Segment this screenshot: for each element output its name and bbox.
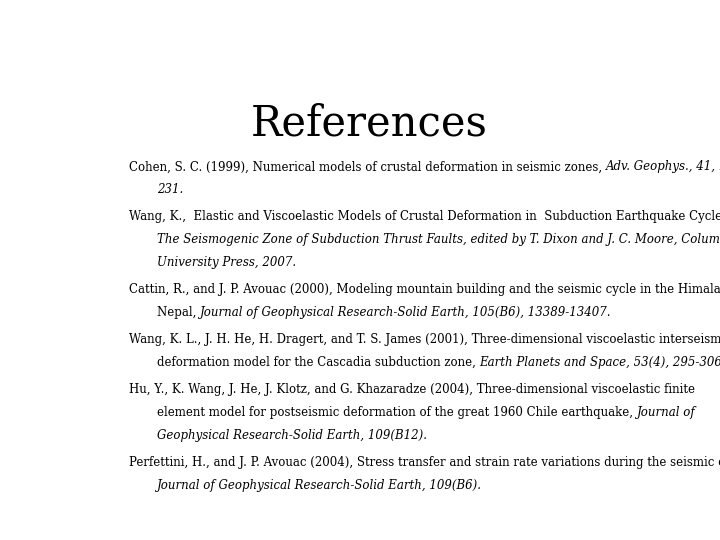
- Text: References: References: [251, 102, 487, 144]
- Text: deformation model for the Cascadia subduction zone,: deformation model for the Cascadia subdu…: [157, 356, 480, 369]
- Text: Cattin, R., and J. P. Avouac (2000), Modeling mountain building and the seismic : Cattin, R., and J. P. Avouac (2000), Mod…: [129, 283, 720, 296]
- Text: Geophysical Research-Solid Earth, 109(B12).: Geophysical Research-Solid Earth, 109(B1…: [157, 429, 427, 442]
- Text: 231.: 231.: [157, 183, 183, 197]
- Text: Journal of: Journal of: [636, 406, 696, 419]
- Text: Nepal,: Nepal,: [157, 306, 200, 319]
- Text: University Press, 2007.: University Press, 2007.: [157, 256, 296, 269]
- Text: The Seismogenic Zone of Subduction Thrust Faults, edited by T. Dixon and J. C. M: The Seismogenic Zone of Subduction Thrus…: [157, 233, 720, 246]
- Text: Adv. Geophys., 41, 134-: Adv. Geophys., 41, 134-: [606, 160, 720, 173]
- Text: Journal of Geophysical Research-Solid Earth, 109(B6).: Journal of Geophysical Research-Solid Ea…: [157, 478, 482, 491]
- Text: Wang, K. L., J. H. He, H. Dragert, and T. S. James (2001), Three-dimensional vis: Wang, K. L., J. H. He, H. Dragert, and T…: [129, 333, 720, 346]
- Text: Journal of Geophysical Research-Solid Earth, 105(B6), 13389-13407.: Journal of Geophysical Research-Solid Ea…: [200, 306, 611, 319]
- Text: Wang, K.,  Elastic and Viscoelastic Models of Crustal Deformation in  Subduction: Wang, K., Elastic and Viscoelastic Model…: [129, 211, 720, 224]
- Text: Cohen, S. C. (1999), Numerical models of crustal deformation in seismic zones,: Cohen, S. C. (1999), Numerical models of…: [129, 160, 606, 173]
- Text: element model for postseismic deformation of the great 1960 Chile earthquake,: element model for postseismic deformatio…: [157, 406, 636, 419]
- Text: Hu, Y., K. Wang, J. He, J. Klotz, and G. Khazaradze (2004), Three-dimensional vi: Hu, Y., K. Wang, J. He, J. Klotz, and G.…: [129, 383, 695, 396]
- Text: Earth Planets and Space, 53(4), 295-306.: Earth Planets and Space, 53(4), 295-306.: [480, 356, 720, 369]
- Text: Perfettini, H., and J. P. Avouac (2004), Stress transfer and strain rate variati: Perfettini, H., and J. P. Avouac (2004),…: [129, 456, 720, 469]
